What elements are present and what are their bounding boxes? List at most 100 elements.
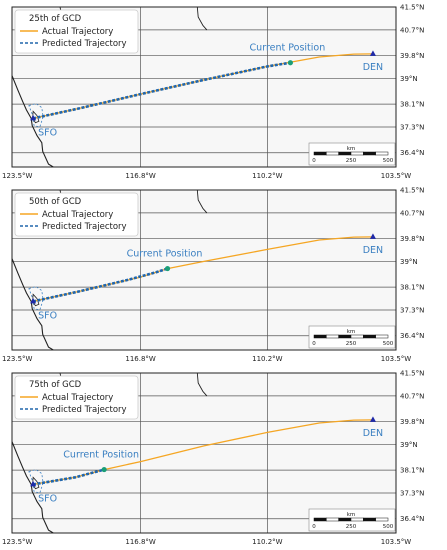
y-tick-label: 37.3°N	[400, 490, 424, 498]
x-tick-label: 103.5°W	[381, 355, 412, 363]
current-position-marker	[287, 60, 293, 66]
y-tick-label: 41.5°N	[400, 370, 424, 378]
airport-marker-den	[369, 416, 376, 422]
x-tick-label: 123.5°W	[2, 538, 33, 546]
lake-outline	[196, 7, 208, 31]
sfo-area-outer	[28, 103, 44, 128]
airport-marker-sfo	[30, 480, 37, 487]
y-tick-label: 36.4°N	[400, 149, 424, 157]
scale-bar-segment	[350, 517, 364, 522]
y-tick-label: 39.8°N	[400, 52, 424, 60]
legend-box	[14, 9, 139, 54]
x-tick-label: 103.5°W	[381, 538, 412, 546]
scale-bar: km 0 250 500	[308, 142, 396, 166]
scale-bar-segment	[313, 334, 327, 339]
x-tick-label: 116.8°W	[125, 172, 156, 180]
scale-bar-tick-label: 250	[346, 158, 357, 164]
y-tick-label: 39.8°N	[400, 235, 424, 243]
y-tick-label: 37.3°N	[400, 307, 424, 315]
y-tick-label: 36.4°N	[400, 515, 424, 523]
legend-entry-actual: Actual Trajectory	[42, 210, 113, 220]
scale-bar-segment	[313, 151, 327, 156]
legend-title: 75th of GCD	[29, 380, 82, 390]
current-position-label: Current Position	[63, 450, 139, 461]
current-position-marker	[164, 265, 171, 272]
airport-marker-den	[369, 233, 376, 239]
scale-bar-segment	[338, 151, 352, 156]
y-tick-label: 40.7°N	[400, 26, 424, 34]
airport-label-den: DEN	[363, 428, 383, 439]
scale-bar-segment	[326, 334, 339, 339]
scale-bar-tick-label: 0	[312, 524, 316, 530]
map-frame	[11, 189, 397, 351]
predicted-trajectory-line	[32, 468, 105, 486]
y-tick-label: 37.3°N	[400, 124, 424, 132]
y-tick-label: 38.1°N	[400, 467, 424, 475]
y-tick-label: 39°N	[400, 258, 418, 266]
scale-bar-segment	[338, 334, 352, 339]
scale-bar-segment	[350, 151, 364, 156]
actual-trajectory-line	[32, 419, 374, 486]
map-frame	[11, 6, 397, 168]
legend: 25th of GCD Actual Trajectory Predicted Tr…	[14, 9, 139, 54]
x-tick-label: 110.2°W	[252, 172, 283, 180]
scale-bar-unit: km	[347, 329, 356, 335]
lake-outline	[196, 373, 208, 397]
coastline	[12, 258, 54, 350]
coastline	[12, 75, 54, 167]
scale-bar-unit: km	[347, 512, 356, 518]
x-tick-label: 103.5°W	[381, 172, 412, 180]
airport-marker-sfo	[30, 114, 37, 121]
x-tick-label: 123.5°W	[2, 355, 33, 363]
sfo-area-outer	[28, 286, 44, 311]
scale-bar-segment	[363, 517, 376, 522]
scale-bar-tick-label: 0	[312, 341, 316, 347]
map-panel-2: Current Position SFO DEN 50th of GCD Actual …	[2, 187, 424, 364]
airport-marker-den	[369, 50, 376, 56]
x-tick-label: 116.8°W	[125, 538, 156, 546]
predicted-trajectory-line	[32, 267, 168, 303]
scale-bar-segment	[375, 334, 389, 339]
scale-bar-tick-label: 500	[383, 524, 394, 530]
legend-entry-predicted: Predicted Trajectory	[42, 222, 127, 232]
scale-bar-segment	[375, 151, 389, 156]
map-panel-1: Current Position SFO DEN 25th of GCD Actual …	[2, 4, 424, 181]
scale-bar: km 0 250 500	[308, 325, 396, 349]
x-tick-label: 110.2°W	[252, 538, 283, 546]
airport-label-sfo: SFO	[38, 127, 57, 138]
coastline	[12, 441, 54, 533]
map-content: Current Position SFO DEN	[12, 373, 396, 533]
map-panel-3: Current Position SFO DEN 75th of GCD Actual …	[2, 370, 424, 547]
legend-entry-predicted: Predicted Trajectory	[42, 405, 127, 415]
lake-outline	[196, 190, 208, 214]
current-position-marker	[101, 466, 107, 473]
y-tick-label: 40.7°N	[400, 209, 424, 217]
x-tick-label: 116.8°W	[125, 355, 156, 363]
predicted-trajectory-line	[32, 61, 291, 120]
y-tick-label: 38.1°N	[400, 284, 424, 292]
scale-bar-unit: km	[347, 146, 356, 152]
airport-label-den: DEN	[363, 245, 383, 256]
scale-bar-tick-label: 500	[383, 158, 394, 164]
scale-bar-segment	[363, 151, 376, 156]
scale-bar-segment	[363, 334, 376, 339]
y-tick-label: 41.5°N	[400, 4, 424, 12]
airport-label-den: DEN	[363, 62, 383, 73]
scale-bar: km 0 250 500	[308, 508, 396, 532]
scale-bar-segment	[350, 334, 364, 339]
y-tick-label: 41.5°N	[400, 187, 424, 195]
map-frame	[11, 372, 397, 534]
y-tick-label: 39.8°N	[400, 418, 424, 426]
scale-bar-tick-label: 250	[346, 341, 357, 347]
legend: 75th of GCD Actual Trajectory Predicted Tr…	[14, 375, 139, 420]
scale-bar-tick-label: 0	[312, 158, 316, 164]
x-tick-label: 123.5°W	[2, 172, 33, 180]
x-tick-label: 110.2°W	[252, 355, 283, 363]
scale-bar-segment	[338, 517, 352, 522]
legend-entry-predicted: Predicted Trajectory	[42, 39, 127, 49]
y-tick-label: 38.1°N	[400, 101, 424, 109]
scale-bar-segment	[326, 517, 339, 522]
legend-entry-actual: Actual Trajectory	[42, 393, 113, 403]
sfo-area-outer	[28, 469, 44, 494]
